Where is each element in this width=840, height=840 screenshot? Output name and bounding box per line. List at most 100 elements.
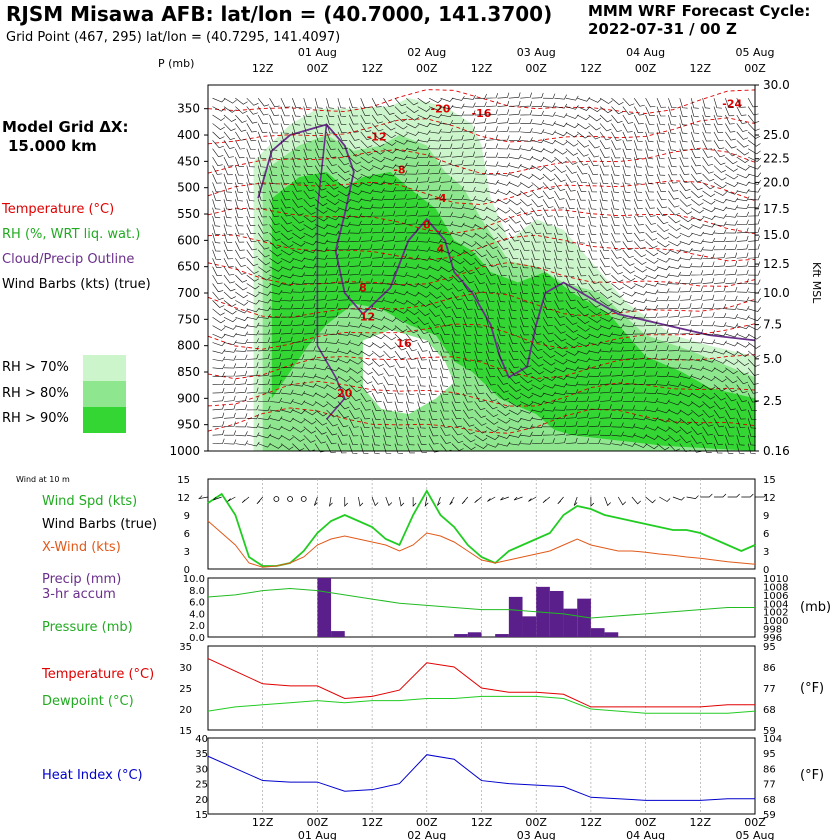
wind-barb <box>565 291 576 302</box>
wind-barb <box>246 123 257 133</box>
wind-barb <box>451 392 461 403</box>
wind-barb <box>554 308 565 318</box>
wind-barb <box>656 311 669 318</box>
wind-barb <box>634 415 647 421</box>
wind-barb <box>451 317 461 327</box>
wind-barb <box>246 199 255 210</box>
wind-barb <box>508 384 521 392</box>
pressure-line <box>207 588 755 619</box>
wind-barb <box>212 241 221 252</box>
wind-barb <box>463 134 475 141</box>
wind-barb <box>269 425 283 431</box>
wind-barb <box>622 241 634 251</box>
wind-barb <box>611 387 624 394</box>
wind-barb <box>474 409 486 418</box>
wind-barb <box>280 207 292 217</box>
heat-index-f-tick-label: 68 <box>763 795 776 806</box>
wind-barb <box>292 131 300 143</box>
wind-barb <box>349 252 362 259</box>
wind-barb <box>451 103 465 109</box>
wind-barb <box>576 190 586 201</box>
wind-barb <box>406 123 420 129</box>
wind-barb <box>417 210 430 217</box>
wind-barb <box>588 325 602 331</box>
wind-barb <box>565 274 575 285</box>
wind-barb <box>577 388 590 394</box>
wind-barb <box>633 123 644 133</box>
wind-barb <box>360 212 374 218</box>
wind-barb <box>531 173 545 181</box>
wind-barb <box>542 121 556 126</box>
wind-barb <box>622 299 636 305</box>
wind-barb <box>303 319 316 326</box>
wind-barb <box>679 123 688 134</box>
wind-barb <box>246 106 258 115</box>
wind-barb <box>269 165 278 177</box>
wind-barb <box>747 392 758 403</box>
wind-barb <box>337 182 351 189</box>
wind-barb <box>645 182 654 193</box>
wind-barb <box>246 131 257 142</box>
wind-barb <box>611 316 625 321</box>
wind-barb <box>656 390 670 395</box>
wind-barb <box>417 122 431 128</box>
precip-bar <box>467 632 482 637</box>
wind-barb <box>417 367 426 378</box>
wind-barb <box>303 263 317 269</box>
wind-barb <box>406 317 419 325</box>
wind-barb <box>656 114 666 126</box>
wind-barb <box>691 338 704 344</box>
temperature-line <box>207 658 755 708</box>
wind-barb <box>440 376 449 387</box>
wind-barb <box>679 173 690 183</box>
wind-barb <box>702 140 713 150</box>
isotherm-line <box>207 291 756 318</box>
cross-section-frame <box>207 84 756 452</box>
wind-barb <box>372 180 385 186</box>
wind-barb <box>257 266 271 273</box>
dewpoint-line <box>207 695 756 714</box>
wind-barb <box>679 328 692 335</box>
wind-barb <box>520 424 533 429</box>
height-tick-label: 5.0 <box>763 352 782 366</box>
wind-barb <box>531 156 545 162</box>
wind-barb <box>428 426 439 437</box>
wind-barb <box>736 196 750 202</box>
wind-barb <box>702 384 716 391</box>
cloud-outline <box>257 123 756 379</box>
wind-barb <box>485 359 495 369</box>
surface-wind-barb <box>542 496 551 504</box>
wind-barb <box>440 392 449 404</box>
wind-barb <box>223 371 236 377</box>
wind-barb <box>645 241 658 249</box>
wind-barb <box>246 140 256 150</box>
wind-barb <box>269 289 283 295</box>
wind-barb <box>633 148 643 160</box>
wind-barb <box>246 432 260 438</box>
wind-barb <box>554 437 567 444</box>
wind-barb <box>349 205 363 211</box>
wind-barb <box>394 443 403 454</box>
wind-barb <box>292 199 304 208</box>
wind-barb <box>497 317 506 328</box>
pressure-label: Pressure (mb) <box>42 620 133 635</box>
wind-barb <box>656 165 666 176</box>
wind-barb <box>223 123 236 131</box>
wind-barb <box>462 334 472 345</box>
wind-barb <box>668 418 682 424</box>
surface-wind-barb <box>659 496 671 502</box>
wind-barb <box>269 215 280 225</box>
wind-barb <box>383 194 396 200</box>
wind-barb <box>292 381 305 387</box>
wind-barb <box>280 399 294 404</box>
wind-barb <box>645 199 655 209</box>
wind-barb <box>690 173 703 183</box>
heat-index-label: Heat Index (°C) <box>42 768 143 783</box>
wind-barb <box>451 249 465 255</box>
wind-barb <box>679 294 692 301</box>
wind-barb <box>713 140 725 150</box>
wind-barb <box>577 114 591 121</box>
wind-barb <box>497 171 511 177</box>
wind-barb <box>645 336 658 343</box>
wind-barb <box>565 258 574 269</box>
